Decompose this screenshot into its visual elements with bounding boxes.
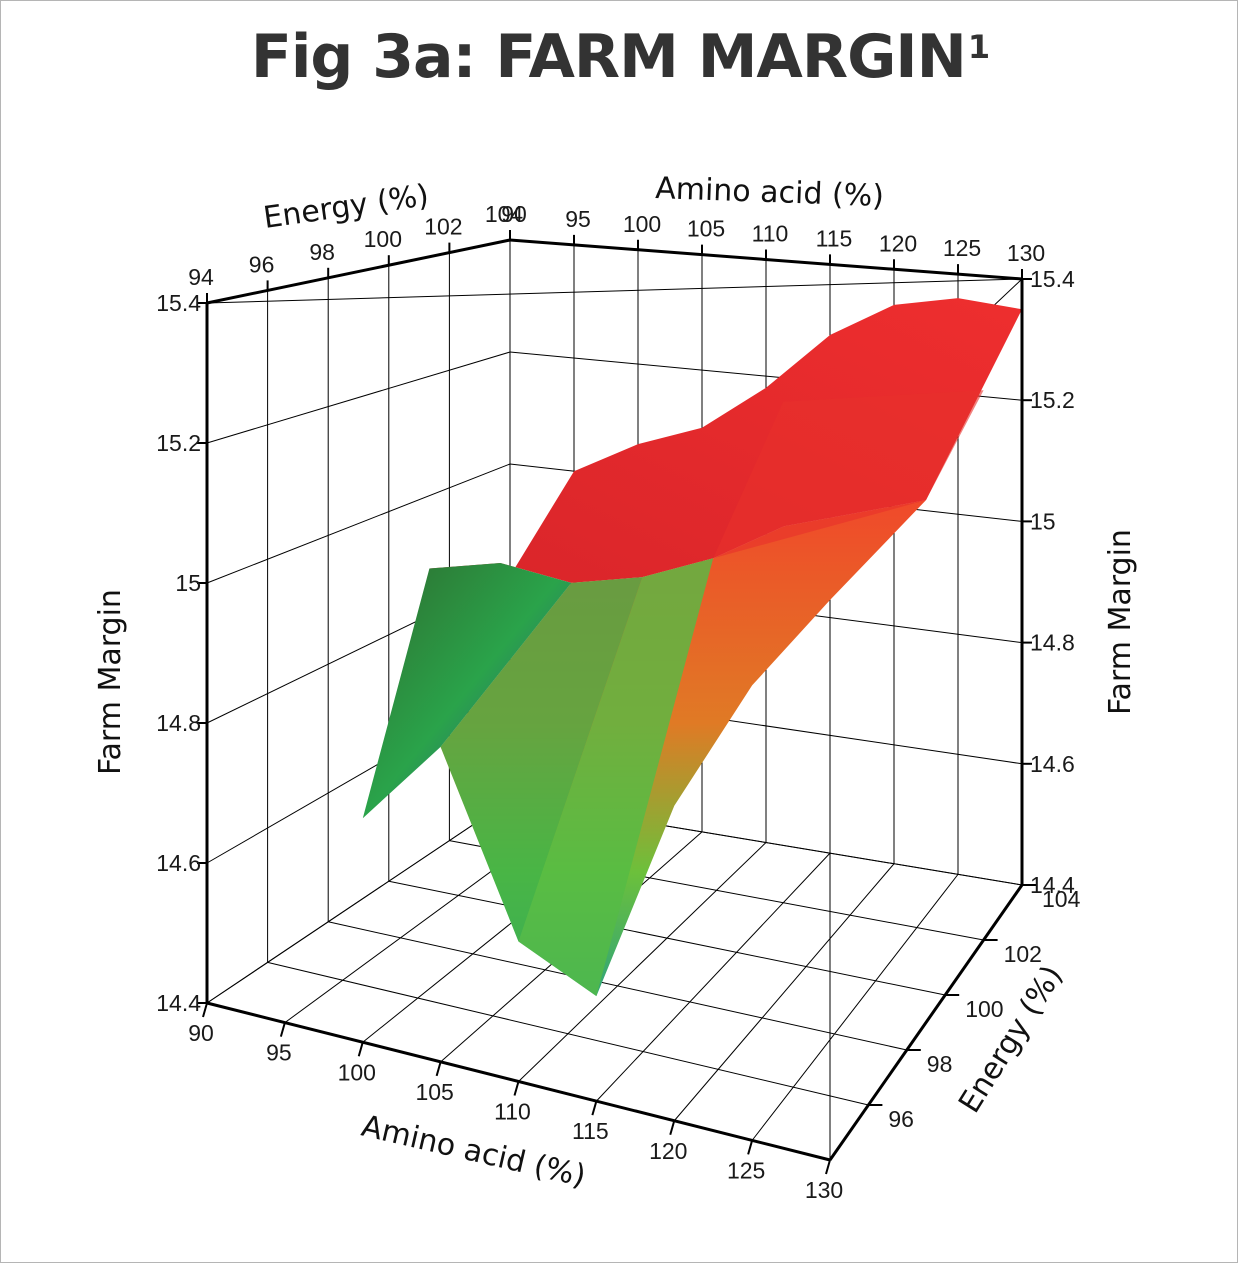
y-tick-label-top: 102 (424, 214, 462, 240)
energy-axis-label-top: Energy (%) (261, 178, 431, 236)
surface-top-sheet (429, 298, 1022, 583)
x-tick-label-top: 100 (623, 211, 661, 237)
y-tick-label-front: 96 (888, 1106, 914, 1132)
surface-red-facet (713, 390, 984, 559)
left-wall-grid-horizontal (206, 463, 511, 584)
x-tick-label: 125 (727, 1157, 765, 1183)
y-tick-label-top: 104 (485, 201, 524, 227)
y-tick-label-top: 94 (188, 264, 214, 290)
floor-grid-line-x (673, 863, 895, 1122)
x-tick-mark (435, 1061, 442, 1077)
x-tick-mark (202, 1002, 208, 1018)
chart-title-text: Fig 3a: FARM MARGIN (250, 22, 967, 92)
x-tick-label: 100 (338, 1059, 376, 1085)
amino-axis-label-top: Amino acid (%) (655, 171, 885, 214)
x-tick-mark (357, 1041, 364, 1057)
tick-labels: 90 95 100 105 110 115 120 125 130 90 95 100 105 110 11… (156, 201, 1080, 1203)
z-tick-label-right: 15.4 (1030, 266, 1075, 292)
z-tick-label-left: 15.4 (156, 290, 201, 316)
y-axis-front (828, 884, 1024, 1161)
x-tick-label-top: 95 (565, 206, 591, 232)
floor-grid-line-y (388, 880, 946, 996)
left-wall-grid-horizontal (206, 351, 511, 444)
x-tick-mark (747, 1140, 754, 1155)
y-tick-label-front: 100 (965, 996, 1003, 1022)
x-tick-mark (513, 1081, 520, 1096)
x-tick-mark (825, 1159, 831, 1175)
z-tick-label-right: 15 (1030, 508, 1056, 534)
x-tick-label: 120 (649, 1138, 687, 1164)
z-tick-label-left: 14.6 (156, 850, 201, 876)
x-tick-label-top: 105 (687, 216, 725, 242)
y-axis-top (206, 238, 511, 305)
y-tick-label-top: 100 (364, 226, 402, 252)
amino-axis-label-bottom: Amino acid (%) (358, 1109, 589, 1195)
floor-grid-line-x (751, 874, 959, 1141)
z-tick-label-left: 14.8 (156, 710, 201, 736)
surface-left-lobe (362, 563, 572, 819)
y-tick-label-front: 102 (1004, 941, 1042, 967)
x-tick-mark (669, 1120, 676, 1136)
floor-grid-line-y (328, 921, 907, 1051)
z-tick-label-right: 14.6 (1030, 751, 1075, 777)
x-tick-label-top: 130 (1007, 240, 1045, 266)
x-tick-label: 115 (572, 1118, 609, 1144)
farm-margin-axis-label-left: Farm Margin (93, 589, 128, 775)
title-footnote-marker: 1 (967, 28, 990, 66)
z-tick-label-right: 14.8 (1030, 630, 1075, 656)
y-tick-label-front: 104 (1042, 886, 1081, 912)
z-tick-label-left: 15 (175, 570, 201, 596)
y-tick-label-top: 96 (249, 251, 275, 277)
x-tick-label: 130 (805, 1177, 843, 1203)
x-tick-label: 105 (415, 1079, 453, 1105)
x-tick-mark (279, 1022, 286, 1037)
axes (197, 230, 1036, 1175)
y-tick-label-front: 98 (927, 1051, 953, 1077)
x-tick-mark (591, 1100, 598, 1116)
left-wall-grid-horizontal (206, 799, 511, 1004)
floor-grid-line-y (267, 961, 869, 1106)
energy-axis-label-bottom: Energy (%) (952, 960, 1070, 1120)
z-tick-label-right: 14.4 (1030, 872, 1075, 898)
surface-green-facet (440, 577, 643, 942)
floor-grid-line-x (518, 842, 767, 1082)
x-tick-label: 95 (266, 1040, 292, 1066)
y-tick-label-top: 98 (309, 239, 335, 265)
z-tick-label-left: 14.4 (156, 990, 201, 1016)
x-tick-label-top: 125 (943, 235, 981, 261)
box-diagonal-top (206, 278, 1023, 304)
floor-grid-line-x (596, 852, 831, 1102)
x-tick-label-top: 115 (816, 225, 853, 251)
chart-title: Fig 3a: FARM MARGIN1 (0, 22, 1240, 92)
farm-margin-axis-label-right: Farm Margin (1103, 529, 1138, 715)
x-tick-label: 90 (188, 1020, 214, 1046)
surface (362, 298, 1022, 997)
x-tick-label-top: 90 (501, 201, 527, 227)
x-tick-label-top: 120 (879, 230, 917, 256)
surface-green-facet (518, 558, 714, 997)
z-tick-label-right: 15.2 (1030, 387, 1075, 413)
x-tick-label-top: 110 (752, 221, 789, 247)
x-tick-label: 110 (494, 1099, 531, 1125)
z-tick-label-left: 15.2 (156, 430, 201, 456)
